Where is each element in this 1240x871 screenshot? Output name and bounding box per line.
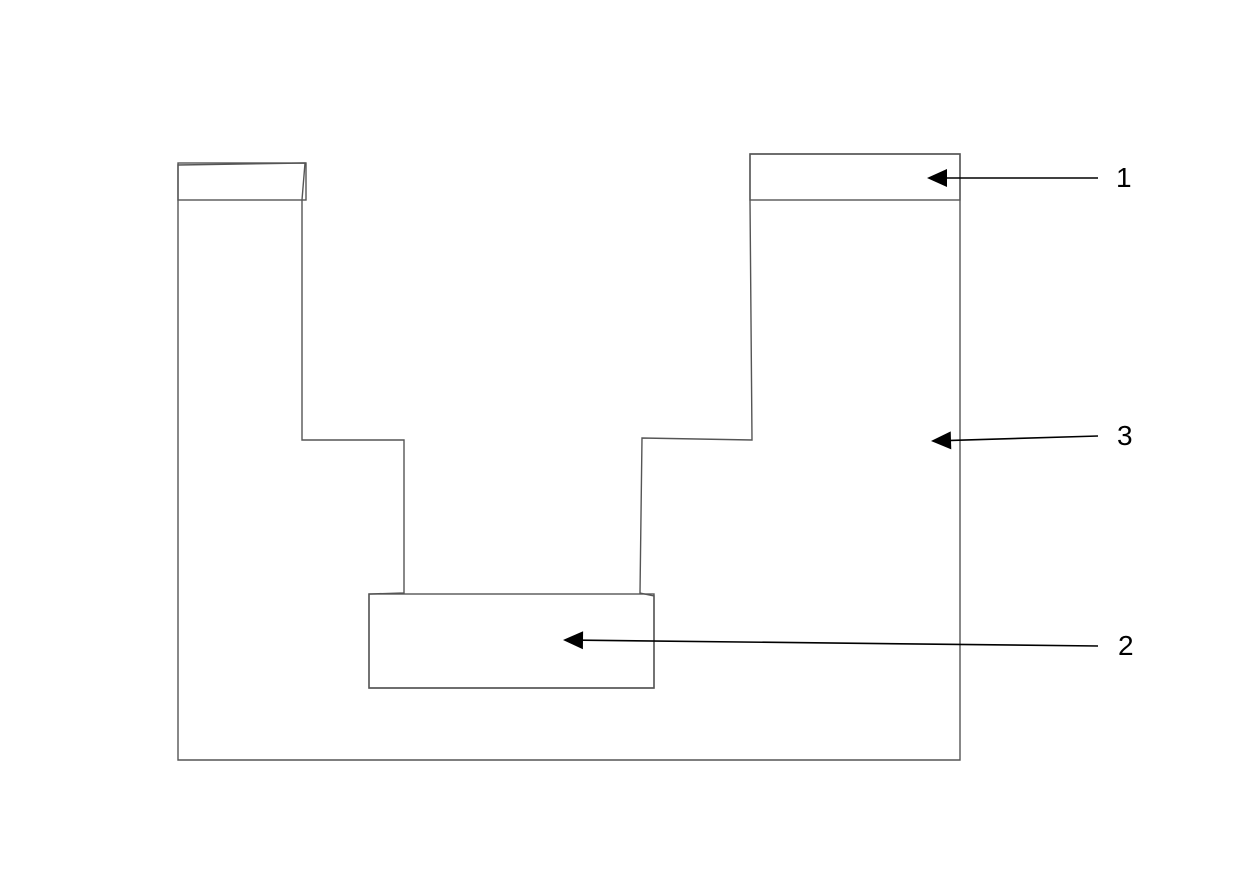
callout-arrow-2 — [563, 631, 1098, 649]
diagram-container: 1 3 2 — [0, 0, 1240, 871]
body-region-3 — [178, 154, 960, 760]
diagram-svg — [0, 0, 1240, 871]
callout-arrow-3 — [931, 431, 1098, 449]
callout-label-1: 1 — [1116, 162, 1132, 194]
callout-arrow-1 — [927, 169, 1098, 187]
callout-label-3: 3 — [1117, 420, 1133, 452]
top-cap-region-1-left — [178, 163, 306, 200]
top-cap-region-1-right — [750, 154, 960, 200]
callout-label-2: 2 — [1118, 630, 1134, 662]
